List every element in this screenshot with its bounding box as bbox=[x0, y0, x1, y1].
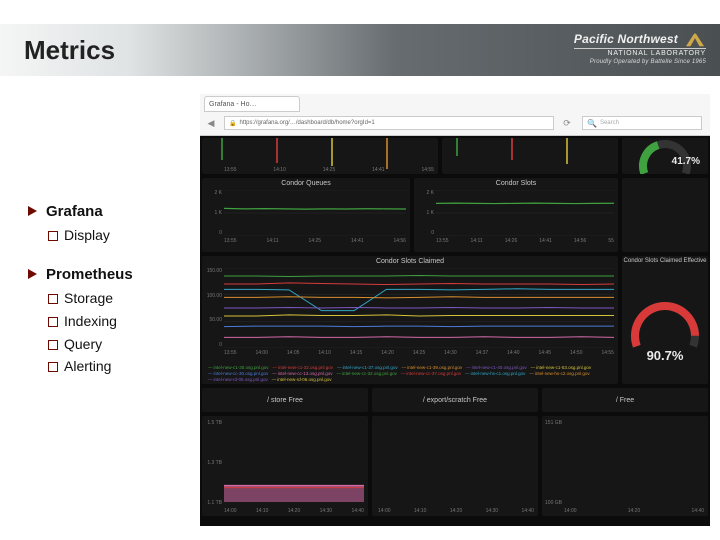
outline-subitem: Display bbox=[28, 225, 188, 247]
browser-tab[interactable]: Grafana - Ho… bbox=[204, 96, 300, 112]
top-cut-panel-left: 13:5514:1014:2514:4114:55 bbox=[202, 138, 438, 174]
gauge-top: 41.7% bbox=[622, 138, 708, 174]
grafana-dashboard: 13:5514:1014:2514:4114:55 41.7% Condor Q… bbox=[200, 136, 710, 526]
panel-slots-claimed: Condor Slots Claimed 150.00100.0050.000 … bbox=[202, 256, 618, 384]
url-bar[interactable]: 🔒 https://grafana.org/…/dashboard/db/hom… bbox=[224, 116, 554, 130]
title-band: Metrics Pacific Northwest NATIONAL LABOR… bbox=[0, 24, 720, 76]
pnnl-logo: Pacific Northwest NATIONAL LABORATORY Pr… bbox=[574, 30, 706, 65]
outline-subitem: Alerting bbox=[28, 356, 188, 378]
outline-item: Grafana bbox=[28, 200, 188, 223]
panel-right-blank-1 bbox=[622, 178, 708, 252]
page-title: Metrics bbox=[0, 35, 115, 66]
top-cut-panel-mid bbox=[442, 138, 618, 174]
outline-subitem: Storage bbox=[28, 288, 188, 310]
legend-slots-claimed: intel-new-c1-30.osg.pnl.govintel-new-c1-… bbox=[208, 366, 612, 383]
label-scratch-free: / export/scratch Free bbox=[372, 388, 538, 412]
panel-condor-slots: Condor Slots 2 K1 K0 13:5514:1114:2614:4… bbox=[414, 178, 618, 252]
browser-search[interactable]: 🔍 Search bbox=[582, 116, 702, 130]
back-button[interactable]: ◀ bbox=[204, 116, 218, 130]
mini-panel-mid: 14:0014:1014:2014:3014:40 bbox=[372, 416, 538, 516]
mini-panel-left: 1.5 TB1.3 TB1.1 TB 14:0014:1014:2014:301… bbox=[202, 416, 368, 516]
label-store-free: / store Free bbox=[202, 388, 368, 412]
mini-panel-right: 151 GB100 GB 14:0014:2014:40 bbox=[542, 416, 708, 516]
label-root-free: / Free bbox=[542, 388, 708, 412]
gauge-bottom: Condor Slots Claimed Effective 90.7% bbox=[622, 256, 708, 384]
gauge-bot-value: 90.7% bbox=[622, 348, 708, 363]
outline-subitem: Query bbox=[28, 334, 188, 356]
reload-button[interactable]: ⟳ bbox=[560, 116, 574, 130]
outline-subitem: Indexing bbox=[28, 311, 188, 333]
outline-item: Prometheus bbox=[28, 263, 188, 286]
screenshot-region: Grafana - Ho… ◀ 🔒 https://grafana.org/…/… bbox=[200, 94, 710, 526]
outline: GrafanaDisplay PrometheusStorageIndexingQ… bbox=[28, 200, 188, 394]
bird-icon bbox=[684, 30, 706, 48]
panel-condor-queues: Condor Queues 2 K1 K0 13:5514:1114:2514:… bbox=[202, 178, 410, 252]
browser-chrome: Grafana - Ho… ◀ 🔒 https://grafana.org/…/… bbox=[200, 94, 710, 136]
gauge-top-value: 41.7% bbox=[672, 156, 700, 167]
